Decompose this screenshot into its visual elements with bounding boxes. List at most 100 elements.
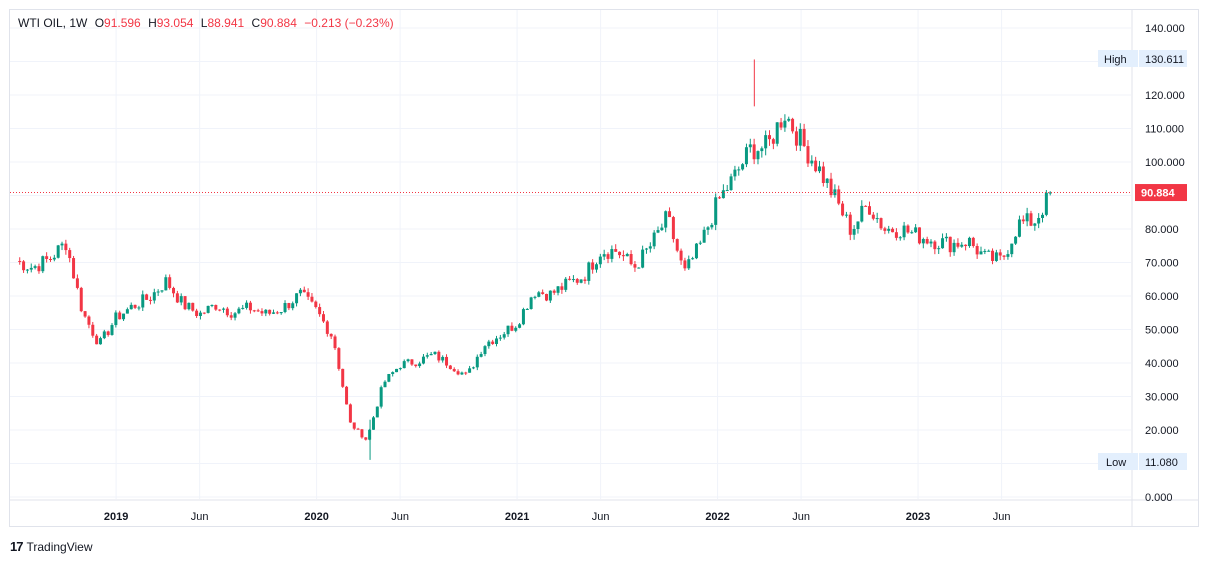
open-label: O (94, 16, 105, 30)
candle (414, 364, 418, 368)
candle-body (168, 277, 172, 288)
candle-body (210, 304, 214, 306)
candle-body (260, 311, 264, 314)
candle-body (45, 256, 49, 259)
candle (768, 130, 772, 146)
candle (391, 371, 395, 377)
candle (45, 252, 49, 263)
candle-body (33, 266, 37, 268)
symbol-legend: WTI OIL, 1W O91.596 H93.054 L88.941 C90.… (18, 16, 394, 30)
candle-body (264, 309, 268, 314)
candle (364, 437, 368, 441)
candle (495, 335, 499, 347)
candle (871, 212, 875, 221)
candle-body (202, 312, 206, 314)
x-tick-label: Jun (391, 511, 409, 523)
candle (333, 334, 337, 351)
candle (671, 215, 675, 243)
candle (664, 210, 668, 233)
candle-body (579, 279, 583, 283)
candle (706, 226, 710, 235)
time-axis[interactable]: 2019 Jun 2020 Jun 2021 Jun 2022 Jun 2023 Jun (104, 511, 1011, 523)
candle (148, 296, 152, 305)
candle (725, 184, 729, 192)
candle (1025, 207, 1029, 227)
y-tick-label: 0.000 (1145, 492, 1173, 504)
candle (1006, 250, 1010, 260)
candle-body (141, 294, 145, 308)
candle (975, 243, 979, 259)
candle (848, 212, 852, 241)
candle-body (848, 214, 852, 235)
candle-body (1017, 219, 1021, 237)
candle-body (967, 237, 971, 247)
candle (875, 212, 879, 223)
candle (156, 289, 160, 296)
candle (233, 311, 237, 321)
candle (864, 205, 868, 207)
candle-body (352, 422, 356, 429)
candle (360, 428, 364, 439)
candle-body (475, 356, 479, 368)
candle (675, 238, 679, 253)
candle (887, 225, 891, 234)
x-tick-label: Jun (993, 511, 1011, 523)
candle-body (56, 245, 60, 258)
candle (794, 126, 798, 151)
candle (618, 251, 622, 259)
open-value: 91.596 (104, 16, 141, 30)
candle-body (879, 218, 883, 229)
candle-body (298, 289, 302, 294)
candle-body (952, 242, 956, 253)
candle-body (183, 296, 187, 310)
candle (287, 302, 291, 311)
candle (314, 300, 318, 309)
y-tick-label: 70.000 (1145, 258, 1179, 270)
candle-body (529, 297, 533, 309)
candle-body (671, 217, 675, 240)
candle-body (794, 131, 798, 146)
candle (48, 256, 52, 262)
candle-body (775, 122, 779, 144)
candle (921, 237, 925, 249)
candle-body (164, 277, 168, 291)
candle-body (998, 252, 1002, 256)
candle (1048, 191, 1052, 196)
candle (771, 137, 775, 150)
candle (418, 361, 422, 368)
candle-body (229, 315, 233, 318)
price-axis[interactable]: 140.000130.000120.000110.000100.00090.00… (1145, 23, 1185, 504)
candle-body (1044, 192, 1048, 215)
candle (594, 262, 598, 273)
symbol-name: WTI OIL (18, 16, 63, 30)
candle (894, 228, 898, 241)
candle (72, 255, 76, 279)
candle-body (402, 361, 406, 369)
candle (356, 427, 360, 430)
candle (325, 320, 329, 337)
candle-body (245, 302, 249, 308)
candle (198, 310, 202, 320)
candle-body (548, 290, 552, 301)
candle-body (398, 368, 402, 370)
candle-body (252, 310, 256, 312)
candle (660, 223, 664, 231)
candle-body (948, 236, 952, 253)
candle (898, 235, 902, 241)
candle (1037, 213, 1041, 229)
candle (471, 366, 475, 370)
y-tick-label: 110.000 (1145, 124, 1184, 136)
candle (914, 224, 918, 233)
last-price-value: 90.884 (1141, 188, 1176, 200)
candle-body (125, 309, 129, 314)
candle (252, 309, 256, 313)
candle-body (606, 254, 610, 259)
candle (222, 307, 226, 313)
candle (933, 240, 937, 255)
tradingview-logo-icon: 17 (10, 539, 24, 554)
candle-body (60, 243, 64, 246)
candle-body (744, 147, 748, 165)
candle-body (964, 244, 968, 247)
tradingview-logo[interactable]: 17 TradingView (10, 539, 93, 554)
